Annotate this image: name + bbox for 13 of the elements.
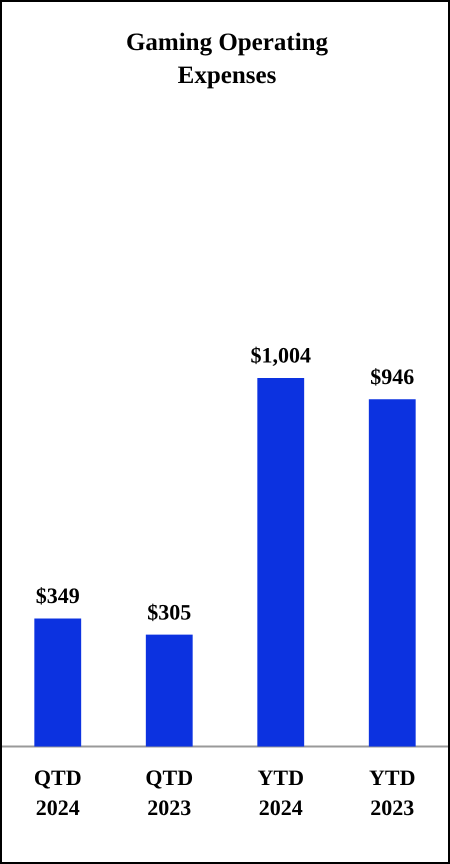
data-label: $1,004 bbox=[250, 342, 311, 368]
data-label: $349 bbox=[36, 583, 80, 608]
chart-title: Gaming Operating Expenses bbox=[124, 28, 330, 91]
x-tick-label: YTD 2024 bbox=[258, 765, 304, 820]
bar bbox=[368, 399, 416, 747]
x-tick-label: QTD 2024 bbox=[34, 765, 82, 820]
bar bbox=[146, 634, 193, 747]
x-tick-label: QTD 2023 bbox=[145, 765, 194, 820]
bar bbox=[34, 618, 82, 747]
data-label: $305 bbox=[147, 599, 192, 624]
bar bbox=[257, 378, 304, 747]
data-label: $946 bbox=[370, 364, 414, 389]
x-tick-label: YTD 2023 bbox=[369, 765, 416, 820]
